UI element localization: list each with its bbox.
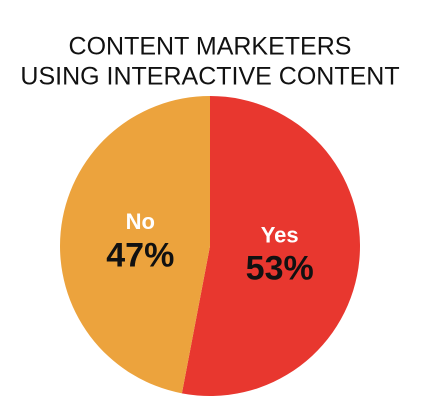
pie-slice (59, 96, 210, 394)
slice-category: No (126, 209, 155, 234)
slice-category: Yes (261, 222, 299, 247)
chart-title: USING INTERACTIVE CONTENT (20, 63, 399, 91)
chart-title: CONTENT MARKETERS (69, 33, 352, 61)
slice-value-label: 53% (246, 250, 314, 288)
slice-value-label: 47% (106, 236, 174, 274)
pie-slice (181, 96, 360, 396)
